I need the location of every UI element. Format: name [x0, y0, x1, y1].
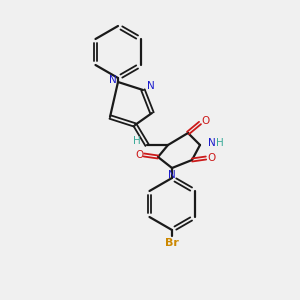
Text: N: N: [147, 81, 155, 91]
Text: Br: Br: [165, 238, 179, 248]
Text: H: H: [133, 136, 141, 146]
Text: N: N: [208, 138, 216, 148]
Text: O: O: [135, 150, 143, 160]
Text: O: O: [201, 116, 209, 126]
Text: N: N: [168, 170, 176, 180]
Text: N: N: [109, 75, 117, 85]
Text: H: H: [216, 138, 224, 148]
Text: O: O: [207, 153, 215, 163]
